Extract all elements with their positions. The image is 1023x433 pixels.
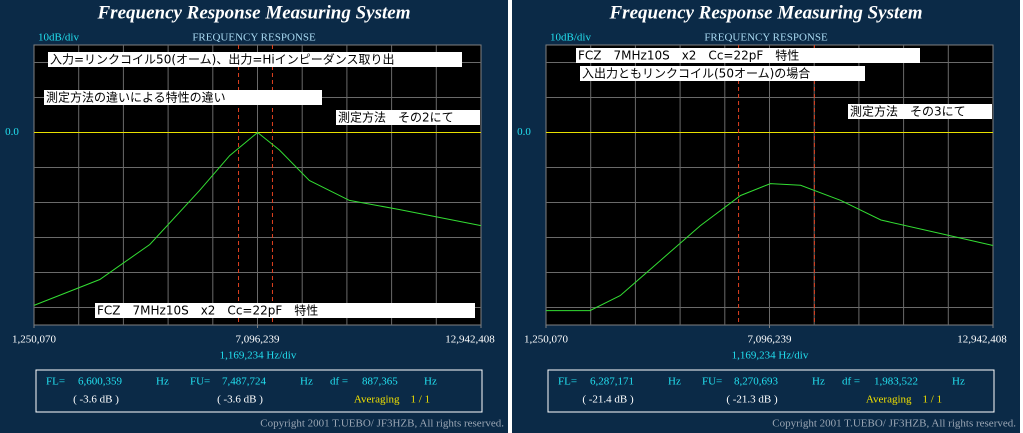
readout-unit: Hz [300, 376, 313, 388]
readout-db: ( -3.6 dB ) [73, 394, 119, 406]
x-div-label: 1,169,234 Hz/div [220, 350, 297, 362]
readout-value: 887,365 [362, 376, 398, 388]
y-div-label: 10dB/div [550, 32, 591, 44]
annotation: FCZ 7MHz10S x2 Cc=22pF 特性 [97, 303, 318, 318]
x-tick-label: 7,096,239 [748, 334, 793, 346]
readout-name: FL= [558, 376, 577, 388]
readout-db: ( -21.3 dB ) [726, 394, 778, 406]
chart-title: Frequency Response Measuring System [97, 2, 411, 23]
readout-unit: Hz [812, 376, 825, 388]
x-tick-label: 7,096,239 [236, 334, 281, 346]
response-curve [33, 131, 482, 306]
readout-value: 7,487,724 [222, 376, 267, 388]
readout-unit: Hz [424, 376, 437, 388]
copyright: Copyright 2001 T.UEBO/ JF3HZB, All right… [772, 418, 1016, 430]
readout-box [547, 369, 995, 413]
readout-unit: Hz [952, 376, 965, 388]
annotation-box [95, 303, 475, 318]
annotation: 入力=リンクコイル50(オーム)、出力=Hiインピーダンス取り出 [50, 52, 395, 67]
x-div-label: 1,169,234 Hz/div [732, 350, 809, 362]
annotation-box [44, 90, 322, 105]
chart-title: Frequency Response Measuring System [609, 2, 923, 23]
x-tick-label: 1,250,070 [524, 334, 569, 346]
x-tick-label: 12,942,408 [957, 334, 1007, 346]
readout-db: ( -3.6 dB ) [217, 394, 263, 406]
y-tick-label: 0.0 [517, 126, 531, 138]
readout-box [35, 369, 483, 413]
response-curve [546, 183, 994, 312]
averaging: Averaging 1 / 1 [866, 394, 942, 406]
y-tick-label: 0.0 [5, 126, 19, 138]
copyright: Copyright 2001 T.UEBO/ JF3HZB, All right… [260, 418, 504, 430]
readout-value: 6,600,359 [78, 376, 123, 388]
readout-unit: Hz [156, 376, 169, 388]
readout-name: df = [330, 376, 348, 388]
annotation: 測定方法 その2にて [338, 110, 454, 125]
annotation: FCZ 7MHz10S x2 Cc=22pF 特性 [578, 48, 799, 63]
x-tick-label: 1,250,070 [12, 334, 57, 346]
readout-name: FL= [46, 376, 65, 388]
annotation-box [336, 110, 480, 125]
readout-value: 1,983,522 [874, 376, 918, 388]
annotation: 測定方法の違いによる特性の違い [46, 90, 226, 105]
annotation-box [580, 66, 865, 81]
readout-unit: Hz [668, 376, 681, 388]
annotation: 入出力ともリンクコイル(50オーム)の場合 [582, 66, 810, 81]
subtitle: FREQUENCY RESPONSE [192, 32, 316, 44]
x-tick-label: 12,942,408 [445, 334, 495, 346]
annotation-box [576, 48, 920, 63]
readout-name: FU= [702, 376, 722, 388]
readout-value: 8,270,693 [734, 376, 779, 388]
annotation: 測定方法 その3にて [850, 104, 966, 119]
y-div-label: 10dB/div [38, 32, 79, 44]
readout-name: FU= [190, 376, 210, 388]
readout-value: 6,287,171 [590, 376, 634, 388]
subtitle: FREQUENCY RESPONSE [704, 32, 828, 44]
annotation-box [848, 104, 992, 119]
annotation-box [48, 52, 462, 67]
readout-name: df = [842, 376, 860, 388]
readout-db: ( -21.4 dB ) [582, 394, 634, 406]
averaging: Averaging 1 / 1 [354, 394, 430, 406]
